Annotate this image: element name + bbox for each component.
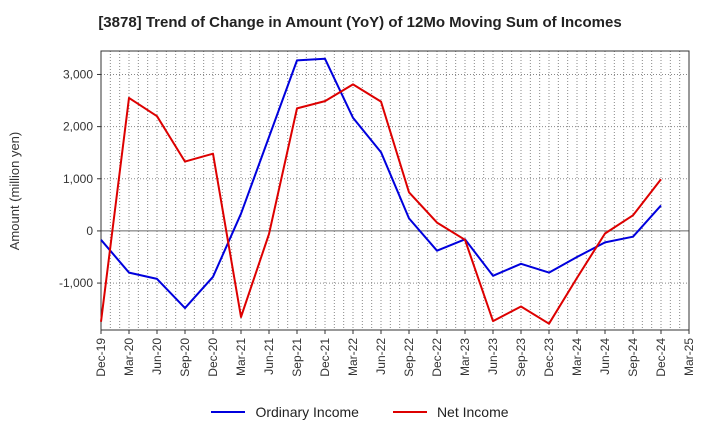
x-tick-label: Jun-23 — [486, 338, 500, 375]
x-tick-label: Dec-23 — [542, 338, 556, 377]
x-tick-label: Sep-22 — [402, 338, 416, 377]
x-tick-label: Mar-24 — [570, 338, 584, 376]
axes: 3,000 2,000 1,000 0 -1,000 Dec-19 Mar-20 Jun-20… — [59, 50, 696, 377]
grid — [100, 51, 690, 330]
y-axis-label: Amount (million yen) — [7, 132, 22, 251]
series-line-ordinary-income — [100, 57, 662, 310]
plot-frame — [100, 50, 690, 331]
y-tick-label: -1,000 — [59, 276, 93, 290]
series-line-net-income — [100, 83, 662, 325]
legend-item-net-income: Net Income — [392, 404, 509, 420]
series-lines — [100, 57, 662, 325]
x-tick-label: Sep-21 — [290, 338, 304, 377]
x-tick-label: Dec-21 — [318, 338, 332, 377]
x-tick-label: Mar-21 — [234, 338, 248, 376]
x-tick-label: Dec-20 — [206, 338, 220, 377]
y-tick-label: 2,000 — [63, 120, 93, 134]
legend-item-ordinary-income: Ordinary Income — [211, 404, 359, 420]
x-tick-label: Sep-20 — [178, 338, 192, 377]
legend: Ordinary Income Net Income — [0, 404, 720, 420]
x-tick-label: Jun-24 — [598, 338, 612, 375]
x-tick-label: Mar-23 — [458, 338, 472, 376]
legend-swatch — [211, 411, 246, 413]
y-tick-label: 3,000 — [63, 67, 93, 81]
x-tick-label: Mar-25 — [682, 338, 696, 376]
x-tick-label: Sep-23 — [514, 338, 528, 377]
legend-label: Net Income — [436, 404, 509, 420]
x-tick-label: Mar-20 — [122, 338, 136, 376]
legend-label: Ordinary Income — [255, 404, 359, 420]
x-tick-label: Mar-22 — [346, 338, 360, 376]
x-tick-label: Jun-21 — [262, 338, 276, 375]
x-tick-label: Dec-22 — [430, 338, 444, 377]
x-tick-label: Sep-24 — [626, 338, 640, 377]
x-tick-label: Dec-24 — [654, 338, 668, 377]
y-tick-label: 0 — [86, 224, 93, 238]
x-tick-label: Jun-22 — [374, 338, 388, 375]
legend-swatch — [392, 411, 427, 413]
chart-title: [3878] Trend of Change in Amount (YoY) o… — [98, 14, 622, 31]
x-tick-label: Jun-20 — [150, 338, 164, 375]
x-tick-label: Dec-19 — [94, 338, 108, 377]
y-tick-label: 1,000 — [63, 172, 93, 186]
